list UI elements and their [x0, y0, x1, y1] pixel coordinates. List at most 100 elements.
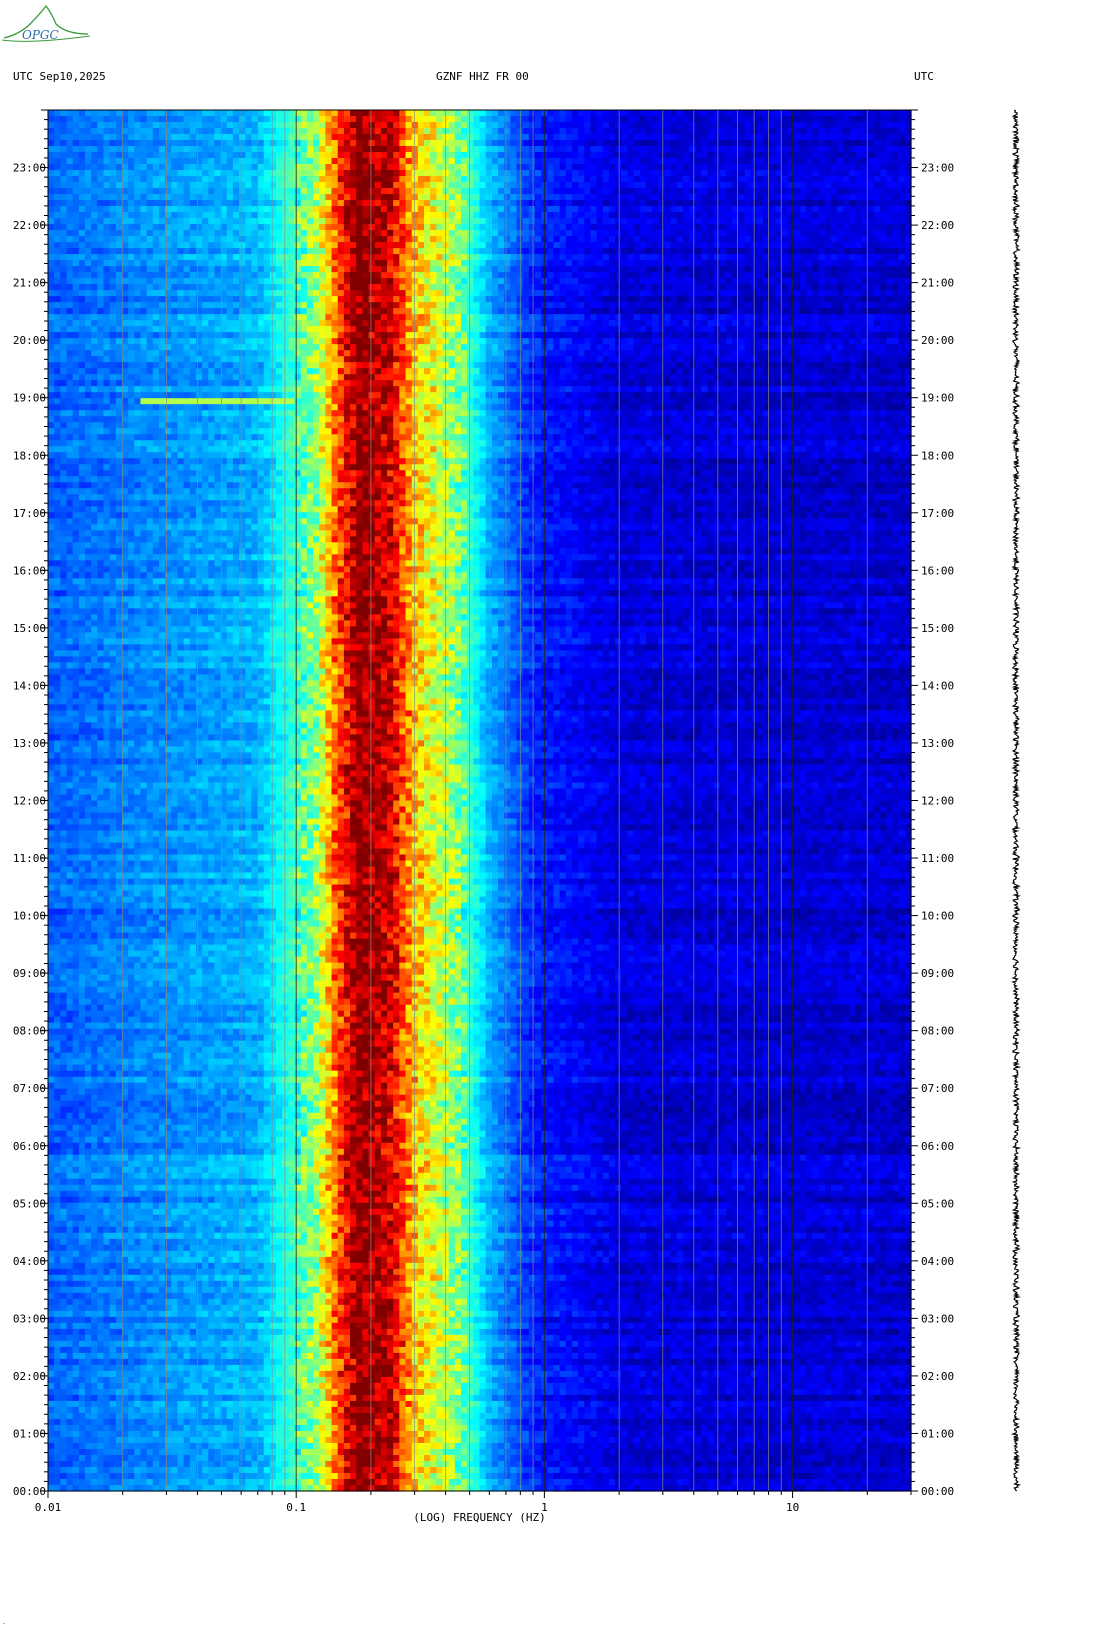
heatmap-cell [756, 296, 764, 303]
heatmap-cell [528, 260, 536, 267]
heatmap-cell [97, 200, 105, 207]
heatmap-cell [337, 314, 345, 321]
heatmap-cell [54, 188, 61, 195]
heatmap-cell [269, 308, 277, 315]
heatmap-cell [109, 188, 117, 195]
heatmap-cell [405, 110, 413, 117]
heatmap-cell [682, 158, 690, 165]
heatmap-cell [405, 182, 413, 189]
heatmap-cell [103, 176, 111, 183]
heatmap-cell [695, 308, 703, 315]
heatmap-cell [756, 200, 764, 207]
heatmap-cell [670, 164, 678, 171]
heatmap-cell [343, 176, 351, 183]
heatmap-cell [707, 308, 715, 315]
heatmap-cell [374, 248, 382, 255]
heatmap-cell [664, 290, 672, 297]
heatmap-cell [214, 242, 222, 249]
heatmap-cell [682, 110, 690, 117]
heatmap-cell [454, 194, 462, 201]
heatmap-cell [380, 278, 388, 285]
heatmap-cell [596, 182, 604, 189]
heatmap-cell [84, 224, 92, 231]
heatmap-cell [867, 314, 875, 321]
heatmap-cell [146, 296, 154, 303]
heatmap-cell [399, 254, 407, 261]
heatmap-cell [115, 254, 123, 261]
heatmap-cell [578, 128, 585, 135]
heatmap-cell [818, 296, 826, 303]
heatmap-cell [645, 176, 653, 183]
heatmap-cell [393, 224, 400, 231]
heatmap-cell [689, 176, 696, 183]
heatmap-cell [633, 206, 641, 213]
heatmap-cell [584, 236, 592, 243]
heatmap-cell [183, 254, 191, 261]
heatmap-cell [781, 266, 789, 273]
heatmap-cell [719, 230, 727, 237]
heatmap-cell [239, 212, 246, 219]
heatmap-cell [436, 236, 444, 243]
heatmap-cell [467, 212, 474, 219]
heatmap-cell [571, 248, 579, 255]
heatmap-cell [886, 218, 894, 225]
heatmap-cell [602, 224, 610, 231]
heatmap-cell [121, 146, 129, 153]
heatmap-cell [454, 152, 462, 159]
heatmap-cell [584, 290, 592, 297]
heatmap-cell [565, 224, 573, 231]
heatmap-cell [886, 290, 894, 297]
heatmap-cell [331, 308, 339, 315]
heatmap-cell [775, 128, 783, 135]
heatmap-cell [288, 146, 296, 153]
heatmap-cell [165, 110, 172, 117]
heatmap-cell [528, 296, 536, 303]
heatmap-cell [467, 320, 474, 327]
heatmap-cell [781, 128, 789, 135]
heatmap-cell [374, 176, 382, 183]
heatmap-cell [121, 194, 129, 201]
heatmap-cell [553, 308, 561, 315]
heatmap-cell [97, 134, 105, 141]
heatmap-cell [602, 110, 610, 117]
heatmap-cell [424, 116, 431, 123]
heatmap-cell [146, 194, 154, 201]
heatmap-cell [220, 266, 228, 273]
heatmap-cell [682, 230, 690, 237]
heatmap-cell [276, 134, 283, 141]
heatmap-cell [904, 242, 912, 249]
heatmap-cell [356, 164, 363, 171]
heatmap-cell [849, 134, 857, 141]
heatmap-cell [276, 200, 283, 207]
heatmap-cell [608, 194, 616, 201]
heatmap-cell [732, 224, 739, 231]
heatmap-cell [713, 188, 721, 195]
heatmap-cell [806, 188, 813, 195]
heatmap-cell [245, 206, 253, 213]
heatmap-cell [134, 302, 142, 309]
heatmap-cell [584, 248, 592, 255]
heatmap-cell [479, 206, 487, 213]
heatmap-cell [682, 218, 690, 225]
heatmap-cell [726, 242, 733, 249]
heatmap-cell [633, 224, 641, 231]
heatmap-cell [461, 308, 468, 315]
heatmap-cell [602, 128, 610, 135]
heatmap-cell [880, 302, 887, 309]
heatmap-cell [66, 248, 74, 255]
heatmap-cell [78, 308, 86, 315]
heatmap-cell [362, 134, 370, 141]
heatmap-cell [578, 158, 585, 165]
heatmap-cell [189, 122, 197, 129]
heatmap-cell [171, 194, 179, 201]
heatmap-cell [793, 284, 801, 291]
heatmap-cell [596, 218, 604, 225]
heatmap-cell [269, 242, 277, 249]
heatmap-cell [880, 134, 887, 141]
heatmap-cell [639, 134, 647, 141]
heatmap-cell [689, 218, 696, 225]
heatmap-cell [615, 278, 622, 285]
heatmap-cell [319, 122, 326, 129]
heatmap-cell [269, 290, 277, 297]
heatmap-cell [128, 254, 135, 261]
